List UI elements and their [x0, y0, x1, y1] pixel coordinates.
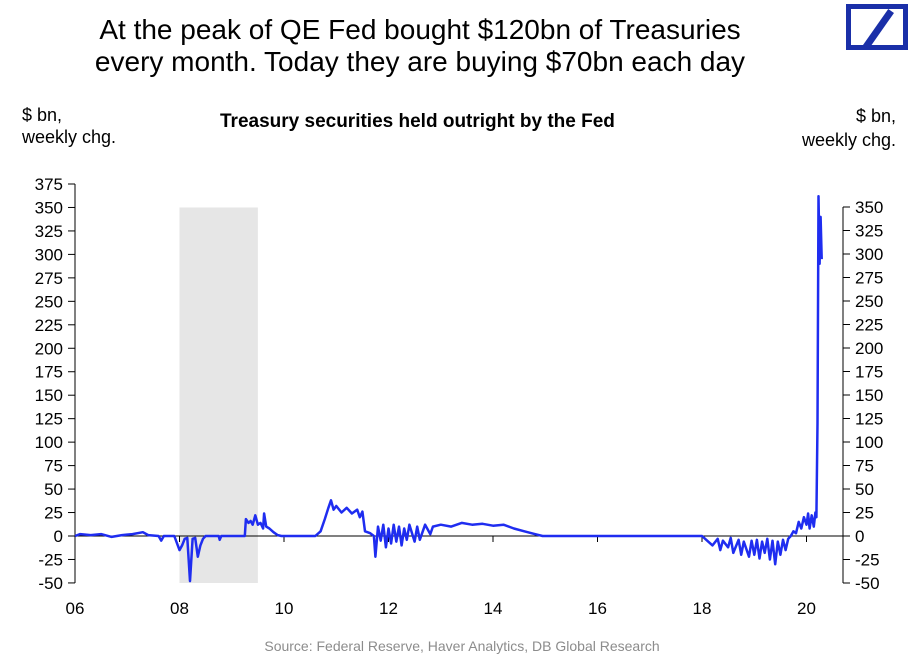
- left-tick-label: 375: [35, 175, 63, 194]
- left-tick-label: 100: [35, 433, 63, 452]
- left-unit-line-1: $ bn,: [22, 105, 63, 125]
- right-tick-label: 75: [855, 457, 874, 476]
- x-tick-label: 10: [275, 599, 294, 618]
- x-tick-label: 12: [379, 599, 398, 618]
- headline-line-2: every month. Today they are buying $70bn…: [94, 46, 746, 77]
- left-tick-label: 350: [35, 198, 63, 217]
- left-tick-label: 250: [35, 292, 63, 311]
- x-tick-label: 08: [170, 599, 189, 618]
- left-tick-label: 325: [35, 222, 63, 241]
- deutsche-bank-logo: [846, 4, 908, 50]
- left-tick-label: 175: [35, 363, 63, 382]
- x-tick-label: 14: [484, 599, 503, 618]
- headline: At the peak of QE Fed bought $120bn of T…: [0, 14, 840, 78]
- left-axis-unit-label: $ bn, weekly chg.: [22, 104, 116, 148]
- right-tick-label: 250: [855, 292, 883, 311]
- series-line-treasury-weekly-change: [74, 194, 823, 583]
- left-tick-label: 125: [35, 410, 63, 429]
- left-tick-label: -25: [38, 550, 63, 569]
- right-tick-label: 125: [855, 410, 883, 429]
- right-tick-label: 325: [855, 222, 883, 241]
- x-tick-label: 20: [797, 599, 816, 618]
- right-tick-label: 0: [855, 527, 864, 546]
- x-tick-label: 18: [693, 599, 712, 618]
- right-tick-label: 200: [855, 339, 883, 358]
- left-tick-label: 150: [35, 386, 63, 405]
- source-note: Source: Federal Reserve, Haver Analytics…: [264, 638, 660, 654]
- left-tick-label: 75: [44, 457, 63, 476]
- left-tick-label: 300: [35, 245, 63, 264]
- right-tick-label: -50: [855, 574, 880, 593]
- x-tick-label: 06: [66, 599, 85, 618]
- left-unit-line-2: weekly chg.: [22, 127, 117, 147]
- right-tick-label: 50: [855, 480, 874, 499]
- right-tick-label: 275: [855, 269, 883, 288]
- left-tick-label: 200: [35, 339, 63, 358]
- left-tick-label: 0: [54, 527, 63, 546]
- right-tick-label: 175: [855, 363, 883, 382]
- left-tick-label: 25: [44, 504, 63, 523]
- right-unit-line-1: $ bn,: [855, 106, 896, 126]
- right-tick-label: -25: [855, 551, 880, 570]
- right-axis-unit-label: $ bn, weekly chg.: [802, 104, 896, 152]
- left-tick-label: -50: [38, 574, 63, 593]
- left-tick-label: 225: [35, 316, 63, 335]
- x-tick-label: 16: [588, 599, 607, 618]
- right-tick-label: 150: [855, 386, 883, 405]
- left-tick-label: 50: [44, 480, 63, 499]
- right-tick-label: 300: [855, 245, 883, 264]
- right-unit-line-2: weekly chg.: [801, 130, 896, 150]
- chart-title: Treasury securities held outright by the…: [220, 111, 615, 132]
- right-tick-label: 350: [855, 198, 883, 217]
- headline-line-1: At the peak of QE Fed bought $120bn of T…: [99, 14, 741, 45]
- right-tick-label: 100: [855, 433, 883, 452]
- right-tick-label: 225: [855, 316, 883, 335]
- left-tick-label: 275: [35, 269, 63, 288]
- right-tick-label: 25: [855, 504, 874, 523]
